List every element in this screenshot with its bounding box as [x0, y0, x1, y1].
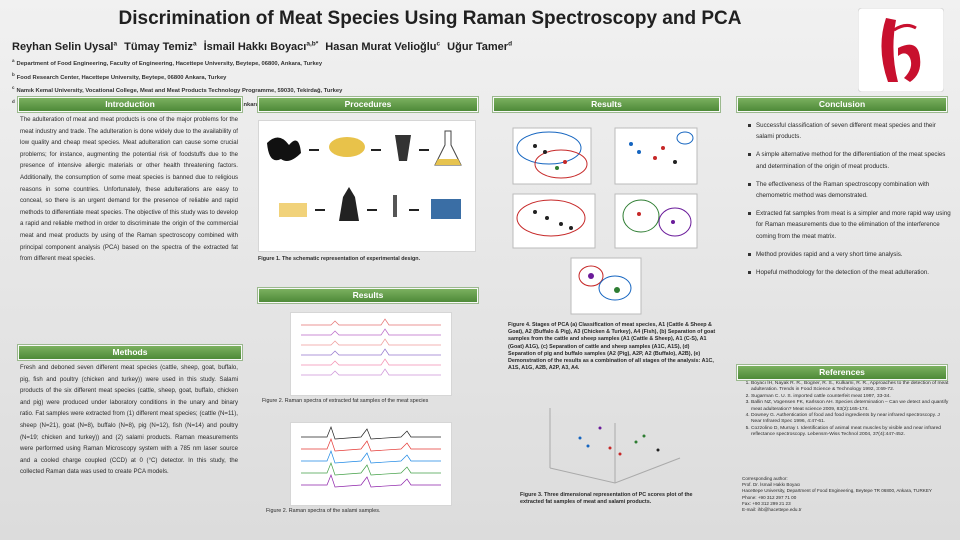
author-list: Reyhan Selin Uysala Tümay Temiza İsmail Ha…: [12, 40, 842, 53]
section-heading: Conclusion: [737, 97, 947, 112]
reference: Downey G. Authentication of food and foo…: [751, 413, 951, 426]
author: Reyhan Selin Uysala: [12, 40, 118, 53]
affiliation-mark: c: [12, 85, 15, 91]
flask-fill: [435, 159, 461, 165]
logo-stroke: [881, 18, 898, 82]
vial-icon: [393, 195, 397, 217]
affiliation: aDepartment of Food Engineering, Faculty…: [12, 56, 842, 70]
spectra-plot: [290, 422, 452, 506]
university-logo: [858, 8, 944, 92]
pca-3d-plot: [549, 408, 681, 484]
arrow: [367, 209, 377, 211]
meat-icon: [267, 137, 301, 161]
reference-list: Boyacı İH, Nayak R. R., Bogner, R. S., K…: [742, 381, 951, 439]
section-heading: Procedures: [258, 97, 478, 112]
pca-panel: [512, 193, 596, 249]
microscope-icon: [339, 187, 359, 221]
arrow: [309, 149, 319, 151]
author: Hasan Murat Velioğluc: [325, 40, 441, 53]
author: Uğur Tamerd: [447, 40, 513, 53]
plot-axes: [549, 408, 681, 484]
affiliation-text: Namık Kemal University, Vocational Colle…: [16, 87, 343, 94]
conclusion-point: Extracted fat samples from meat is a sim…: [748, 208, 951, 242]
section-heading: Methods: [18, 345, 242, 360]
score-points: [578, 426, 660, 456]
author-affiliation-mark: a: [113, 40, 118, 47]
logo-stroke: [898, 44, 921, 82]
section-heading: References: [737, 365, 947, 380]
pca-panel: [570, 257, 642, 315]
conclusion-point: The effectiveness of the Raman spectrosc…: [748, 179, 951, 201]
contact-info: Corresponding author: Prof. Dr. İsmail Ha…: [742, 476, 942, 513]
section-heading: Introduction: [18, 97, 242, 112]
reference: Ballin NZ, Vogensen FK, Karlsson AH. Spe…: [751, 400, 951, 413]
author-affiliation-mark: a,b*: [306, 40, 319, 47]
spectra-plot: [290, 312, 452, 396]
reference: Cozzolino D, Murray I. Identification of…: [751, 426, 951, 439]
pca-panel: [614, 193, 698, 249]
affiliation: cNamık Kemal University, Vocational Coll…: [12, 83, 842, 97]
arrow: [409, 209, 419, 211]
figure-caption: Figure 1. The schematic representation o…: [258, 256, 421, 262]
contact-line: Fax: +90 312 299 21 23: [742, 500, 791, 506]
computer-icon: [431, 199, 461, 219]
methods-text: Fresh and deboned seven different meat s…: [20, 364, 238, 476]
author-affiliation-mark: c: [436, 40, 441, 47]
figure-caption: Figure 3. Three dimensional representati…: [520, 492, 693, 506]
conclusion-point: Method provides rapid and a very short t…: [748, 249, 951, 260]
affiliation-text: Food Research Center, Hacettepe Universi…: [16, 74, 227, 81]
fat-icon: [329, 137, 365, 157]
author-name: Reyhan Selin Uysal: [12, 40, 114, 53]
author-affiliation-mark: d: [508, 40, 513, 47]
poster-title: Discrimination of Meat Species Using Ram…: [118, 8, 742, 29]
pca-panel: [614, 127, 698, 185]
pca-plots: [512, 127, 698, 315]
author-name: Tümay Temiz: [124, 40, 193, 53]
affiliation-mark: b: [12, 71, 15, 77]
author-name: Uğur Tamer: [447, 40, 509, 53]
author-name: İsmail Hakkı Boyacı: [203, 40, 307, 53]
section-heading: Results: [493, 97, 720, 112]
contact-line: Phone: +90 312 297 71 00: [742, 494, 797, 500]
affiliation: bFood Research Center, Hacettepe Univers…: [12, 70, 842, 84]
conclusion-point: Hopeful methodology for the detection of…: [748, 267, 951, 278]
contact-line: Corresponding author:: [742, 476, 788, 481]
author-affiliation-mark: a: [193, 40, 197, 47]
figure-caption: Figure 2. Raman spectra of the salami sa…: [266, 508, 381, 514]
section-heading: Results: [258, 288, 478, 303]
figure-caption: Figure 4. Stages of PCA (a) Classificati…: [508, 322, 716, 372]
logo-stroke: [893, 23, 917, 32]
sample-icon: [279, 203, 307, 217]
contact-line: Hacettepe University, Department of Food…: [742, 488, 932, 494]
introduction-text: The adulteration of meat and meat produc…: [20, 116, 238, 263]
author: İsmail Hakkı Boyacıa,b*: [203, 40, 319, 53]
conclusion-point: A simple alternative method for the diff…: [748, 149, 951, 171]
reference: Boyacı İH, Nayak R. R., Bogner, R. S., K…: [751, 381, 951, 394]
affiliation-mark: a: [12, 58, 15, 63]
author-name: Hasan Murat Velioğlu: [325, 40, 437, 53]
funnel-icon: [395, 135, 411, 161]
arrow: [419, 149, 429, 151]
procedure-figure: [258, 120, 476, 252]
contact-line: E-mail: ihb@hacettepe.edu.tr: [742, 507, 802, 513]
author: Tümay Temiza: [124, 40, 197, 53]
affiliation-mark: d: [12, 98, 15, 104]
pca-panel: [512, 127, 592, 185]
contact-line: Prof. Dr. İsmail Hakkı Boyacı: [742, 482, 801, 488]
spectra-lines: [301, 318, 441, 376]
reference: Sugarman C. U. S. imported cattle counte…: [751, 394, 951, 400]
arrow: [371, 149, 381, 151]
spectra-lines: [301, 425, 441, 488]
arrow: [315, 209, 325, 211]
conclusion-list: Successful classification of seven diffe…: [746, 120, 951, 285]
figure-caption: Figure 2. Raman spectra of extracted fat…: [262, 398, 429, 404]
conclusion-point: Successful classification of seven diffe…: [748, 120, 951, 142]
affiliation-text: Department of Food Engineering, Faculty …: [16, 60, 323, 67]
